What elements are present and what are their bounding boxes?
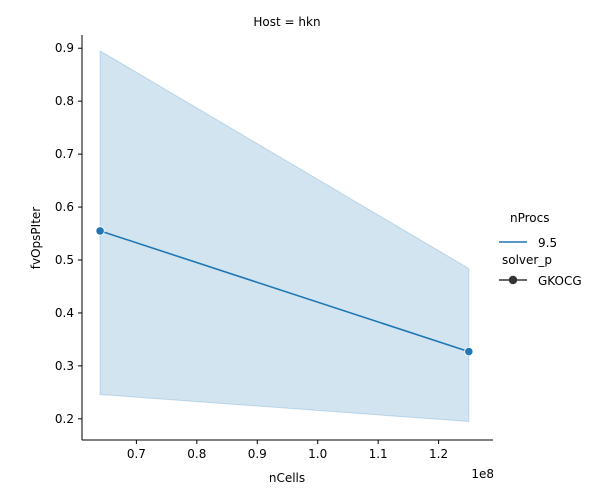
legend-marker-swatch	[508, 275, 518, 285]
x-axis-label: nCells	[269, 471, 305, 485]
y-tick-label: 0.7	[55, 147, 74, 161]
y-axis: 0.2 0.3 0.4 0.5 0.6 0.7 0.8 0.9	[55, 35, 83, 440]
x-tick-label: 0.7	[127, 447, 146, 461]
y-tick-label: 0.8	[55, 94, 74, 108]
y-tick-label: 0.4	[55, 306, 74, 320]
data-point-0-1	[464, 346, 474, 357]
x-tick-label: 0.9	[248, 447, 267, 461]
legend-entry-gkocg: GKOCG	[538, 274, 582, 288]
x-tick-label: 1.1	[369, 447, 388, 461]
confidence-band-series-0	[99, 50, 470, 423]
x-axis-offset-label: 1e8	[471, 467, 494, 481]
x-axis: 0.7 0.8 0.9 1.0 1.1 1.2	[82, 439, 493, 461]
x-tick-label: 1.2	[429, 447, 448, 461]
y-axis-label: fvOpsPIter	[29, 207, 43, 270]
legend: nProcs 9.5 solver_p GKOCG	[499, 211, 582, 288]
legend-title-solver-p: solver_p	[502, 253, 552, 267]
plot-area	[95, 50, 474, 423]
series-line-0	[99, 230, 470, 353]
y-tick-label: 0.6	[55, 200, 74, 214]
y-tick-label: 0.3	[55, 359, 74, 373]
legend-entry-9-5: 9.5	[538, 236, 557, 250]
y-tick-label: 0.5	[55, 253, 74, 267]
chart-title: Host = hkn	[253, 15, 320, 29]
y-tick-label: 0.2	[55, 412, 74, 426]
x-tick-label: 0.8	[187, 447, 206, 461]
data-point-0-0	[95, 226, 105, 236]
legend-title-nprocs: nProcs	[510, 211, 550, 225]
x-tick-label: 1.0	[308, 447, 327, 461]
y-tick-label: 0.9	[55, 41, 74, 55]
